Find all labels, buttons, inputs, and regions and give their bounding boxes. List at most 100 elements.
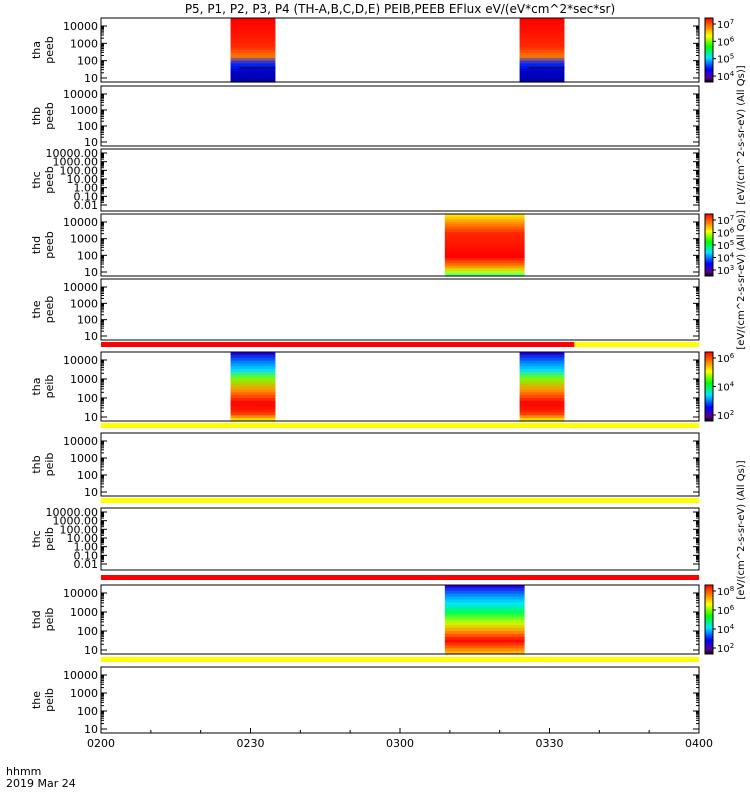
- spectrogram-cell: [444, 628, 525, 632]
- panel-label: the: [30, 300, 43, 318]
- spectrogram-cell: [519, 74, 565, 78]
- spectrogram-cell: [519, 63, 565, 67]
- spectrogram-cell: [519, 354, 565, 359]
- colorbar-tick-label: 107: [717, 214, 734, 227]
- spectrogram-cell: [444, 642, 525, 646]
- spectrogram-cell: [444, 610, 525, 615]
- y-tick-label: 100: [77, 469, 98, 482]
- colorbar-tick-label: 107: [717, 18, 734, 31]
- y-tick-label: 10000: [63, 88, 98, 101]
- colorbar-tick-label: 106: [717, 227, 735, 240]
- y-tick-label: 1000: [70, 606, 98, 619]
- colorbar-tick-label: 104: [717, 381, 735, 394]
- panel-label: tha: [30, 41, 43, 59]
- y-tick-label: 10000: [63, 587, 98, 600]
- spectrogram-cell: [444, 608, 525, 612]
- colorbar-tha-peib: [704, 351, 714, 422]
- spectrogram-cell: [230, 20, 276, 24]
- y-tick-label: 0.10: [74, 549, 99, 562]
- y-tick-label: 100: [77, 705, 98, 718]
- spectrogram-cell: [230, 18, 276, 22]
- spectrogram-cell: [444, 247, 525, 251]
- spectrogram-cell: [444, 613, 525, 618]
- spectrogram-cell: [230, 23, 276, 27]
- spectrogram-cell: [519, 36, 565, 40]
- spectrogram-cell: [230, 34, 276, 38]
- y-tick-label: 1.00: [74, 541, 99, 554]
- spectrogram-cell: [230, 39, 276, 43]
- colorbar-tick-label: 106: [717, 604, 735, 617]
- spectrogram-cell: [444, 268, 525, 272]
- spectrogram-cell: [230, 389, 276, 393]
- colorbar-label-low: [eV/(cm^2-s-sr-eV) (All Qs)]: [736, 460, 747, 599]
- y-tick-label: 100: [77, 55, 98, 68]
- y-tick-label: 1000: [70, 233, 98, 246]
- spectrogram-cell: [519, 366, 565, 370]
- panel-label: thd: [30, 610, 43, 628]
- y-tick-label: 10: [84, 411, 98, 424]
- spectrogram-cell: [444, 622, 525, 626]
- spectrogram-cell: [444, 273, 525, 277]
- spectrogram-cell: [519, 357, 565, 362]
- spectrogram-cell: [230, 400, 276, 405]
- spectrogram-cell: [444, 636, 525, 641]
- spectrogram-cell: [230, 47, 276, 51]
- spectrogram-cell: [230, 398, 276, 402]
- y-tick-label: 0.01: [74, 558, 99, 571]
- spectrogram-cell: [519, 39, 565, 43]
- spectrogram-cell: [444, 214, 525, 218]
- panel-thd-peib: [101, 585, 699, 654]
- spectrogram-cell: [519, 44, 565, 48]
- y-tick-label: 100.00: [60, 523, 99, 536]
- spectrogram-cell: [519, 412, 565, 416]
- panel-label: peib: [43, 608, 56, 632]
- spectrogram-cell: [230, 375, 276, 379]
- spectrogram-cell: [444, 265, 525, 269]
- colorbar-thd-peeb: [704, 213, 714, 277]
- panel-label: the: [30, 691, 43, 709]
- spectrogram-cell: [230, 26, 276, 30]
- panel-label: thd: [30, 236, 43, 254]
- y-tick-label: 10000: [63, 354, 98, 367]
- spectrogram-cell: [444, 250, 525, 254]
- flag-bar-red: [101, 342, 575, 347]
- spectrogram-cell: [230, 42, 276, 46]
- x-tick-label: 0400: [685, 737, 713, 750]
- y-tick-label: 10000.00: [46, 506, 99, 519]
- y-tick-label: 100: [77, 392, 98, 405]
- spectrogram-cell: [230, 392, 276, 396]
- panel-tha-peeb: [101, 18, 699, 82]
- spectrogram-cell: [444, 229, 525, 233]
- spectrogram-cell: [230, 50, 276, 54]
- y-tick-label: 1000: [70, 297, 98, 310]
- spectrogram-cell: [230, 28, 276, 32]
- spectrogram-cell: [519, 377, 565, 382]
- panel-thd-peeb: [101, 214, 699, 276]
- spectrogram-cell: [519, 55, 565, 59]
- panel-label: peib: [43, 453, 56, 477]
- colorbar-tick-label: 106: [717, 35, 735, 48]
- colorbar-label-mid: [eV/(cm^2-s-sr-eV) (All Qs)]: [736, 210, 747, 349]
- spectrogram-cell: [444, 596, 525, 600]
- panel-label: thb: [30, 455, 43, 473]
- y-tick-label: 10: [84, 486, 98, 499]
- spectrogram-cell: [444, 226, 525, 231]
- spectrogram-cell: [444, 651, 525, 655]
- spectrogram-cell: [444, 605, 525, 609]
- spectrogram-cell: [519, 31, 565, 35]
- y-tick-label: 10: [84, 136, 98, 149]
- panel-label: peeb: [43, 296, 56, 324]
- panel-label: peeb: [43, 231, 56, 259]
- spectrogram-cell: [519, 386, 565, 390]
- panel-thc-peeb: [101, 149, 699, 211]
- spectrogram-cell: [444, 219, 525, 223]
- panel-label: peib: [43, 375, 56, 399]
- flag-bar-yellow: [574, 342, 699, 347]
- colorbar-group: 1041051061071031041051061071021041061021…: [704, 17, 735, 655]
- panel-tha-peib: [101, 352, 699, 421]
- spectrogram-cell: [519, 352, 565, 356]
- spectrogram-cell: [519, 50, 565, 54]
- y-tick-label: 10000: [63, 669, 98, 682]
- spectrogram-cell: [444, 237, 525, 241]
- y-tick-label: 0.10: [74, 190, 99, 203]
